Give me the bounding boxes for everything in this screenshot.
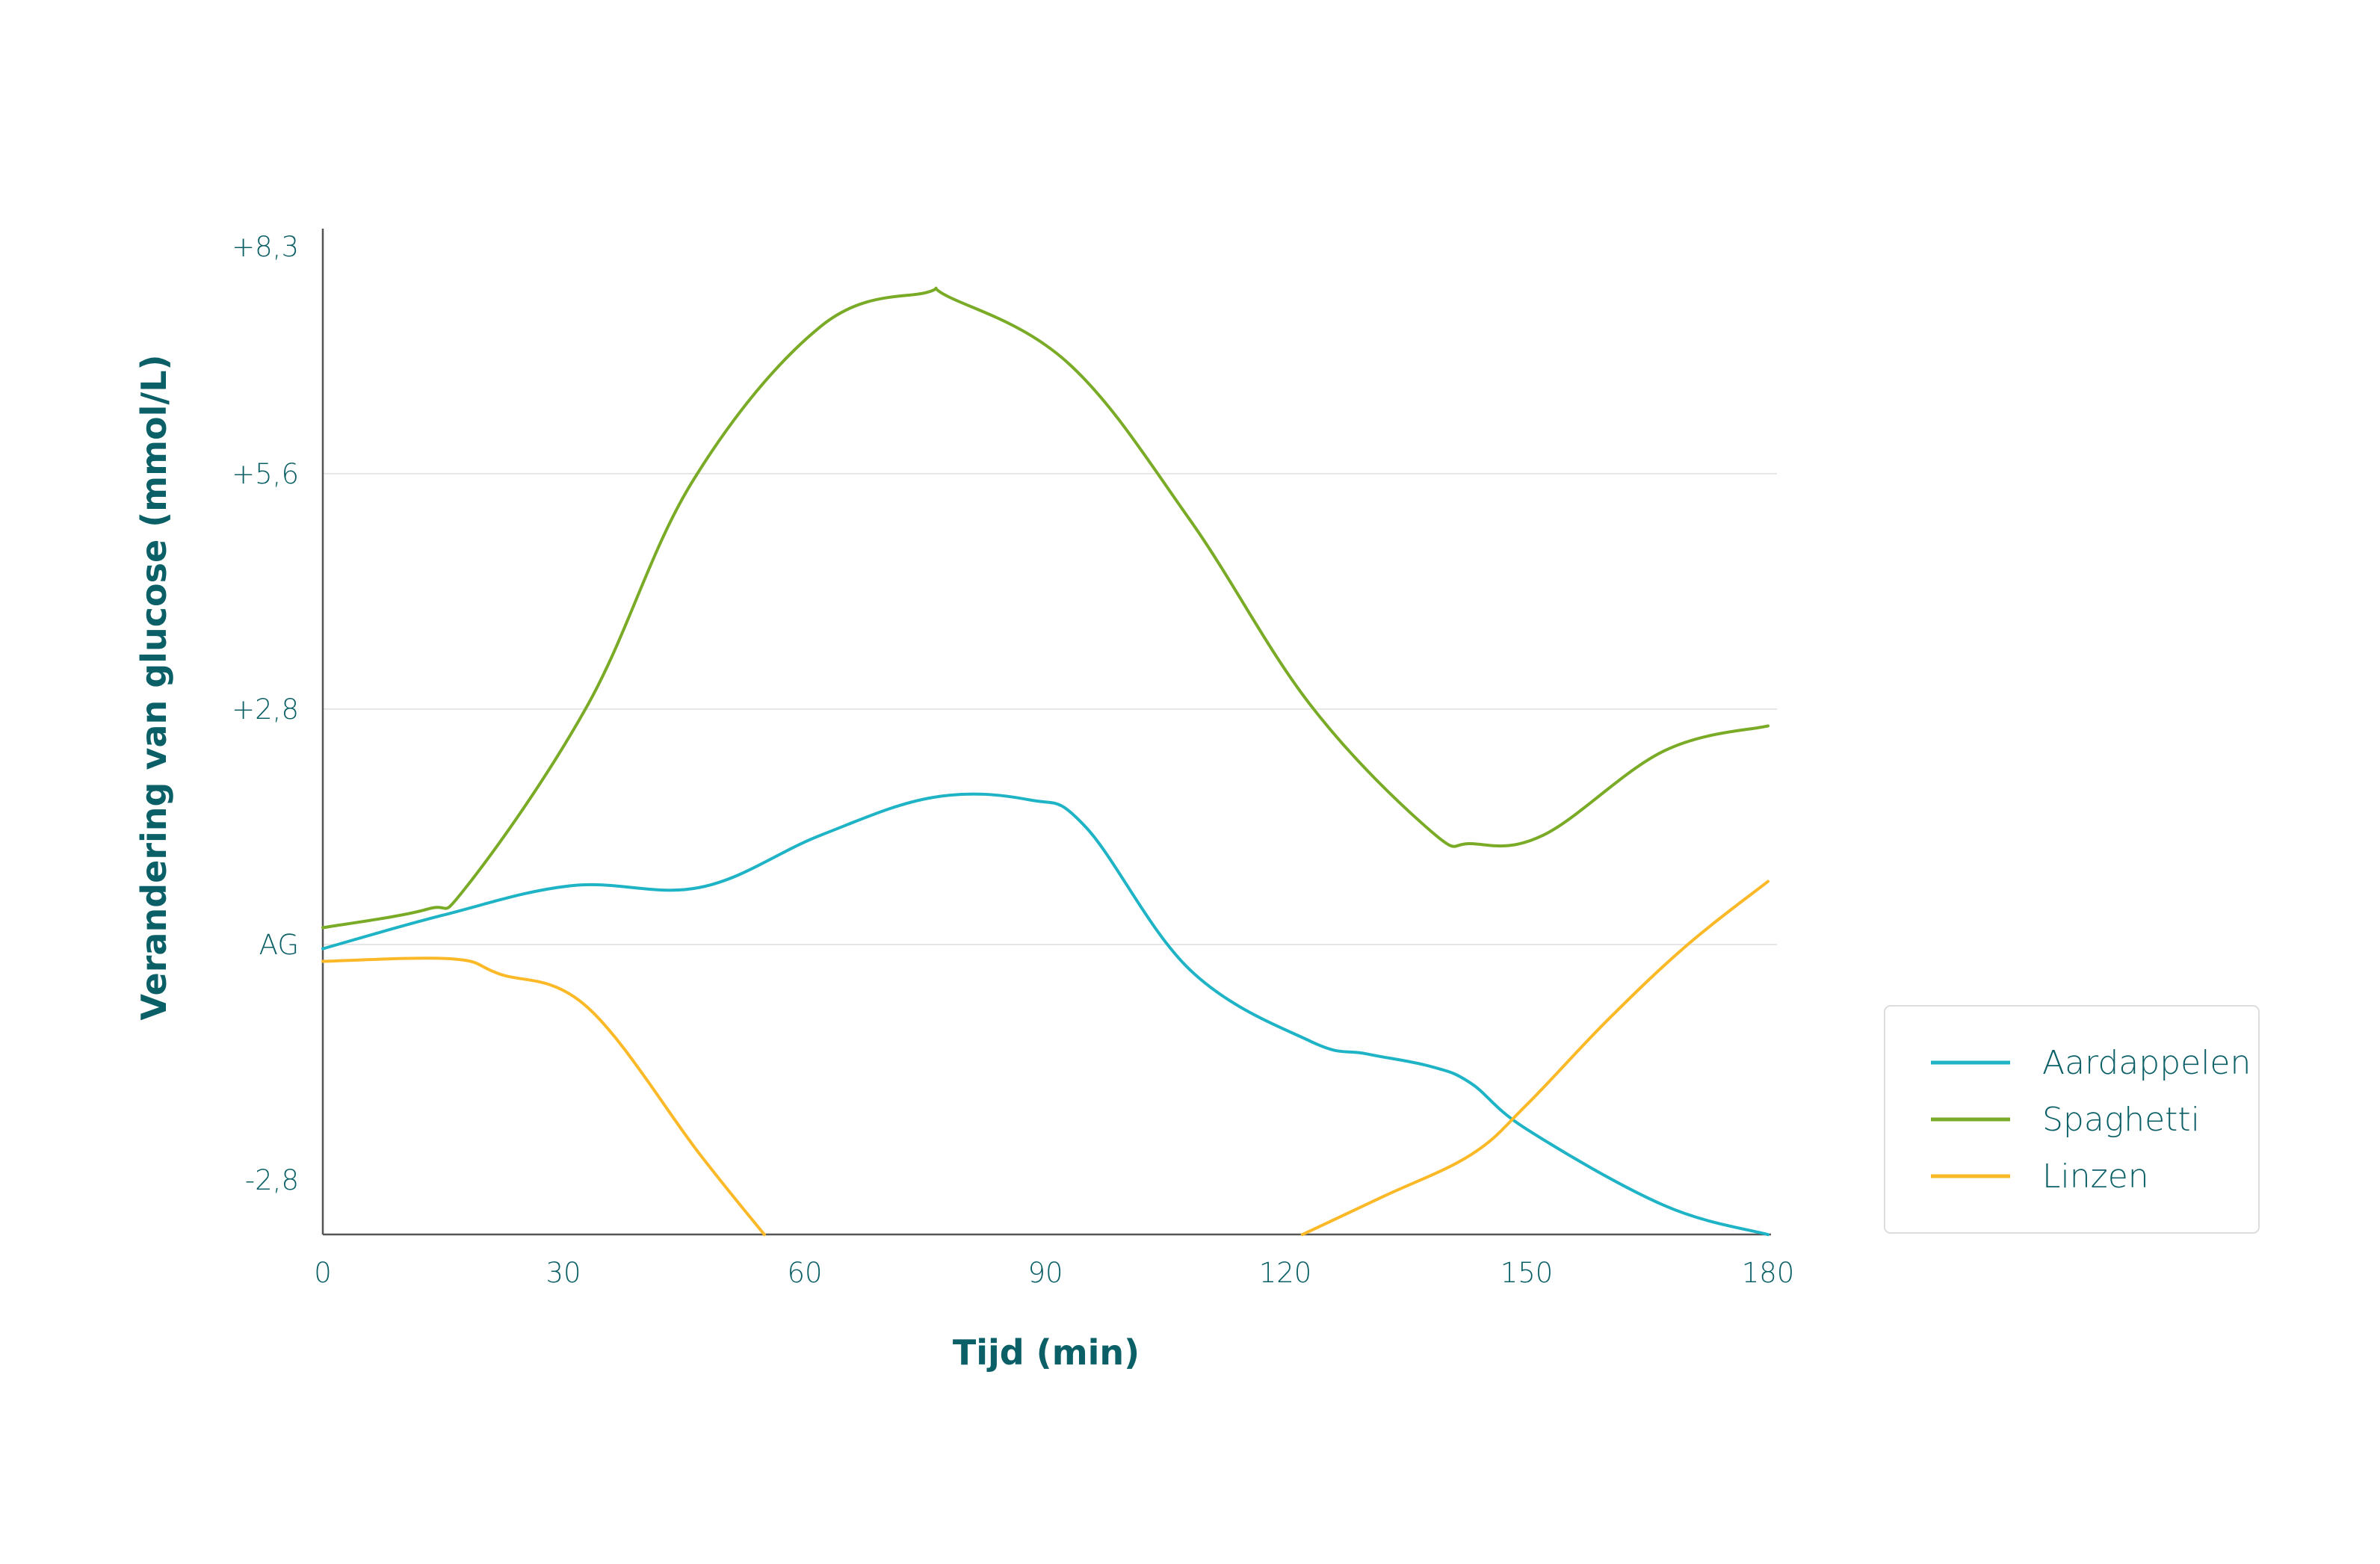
x-tick-label: 0 [314,1257,332,1289]
legend-label: Spaghetti [2042,1101,2200,1139]
legend-label: Linzen [2042,1157,2149,1196]
x-axis-title: Tijd (min) [953,1332,1140,1373]
x-tick-label: 90 [1027,1257,1063,1289]
series-line-linzen [1300,880,1769,1237]
x-tick-label: 60 [787,1257,822,1289]
series-line-aardappelen [321,792,1769,1237]
grid-lines [323,472,1777,945]
y-tick-label: +8,3 [232,231,299,263]
y-axis-title: Verandering van glucose (mmol/L) [134,354,174,1020]
legend: Aardappelen Spaghetti Linzen [1884,1005,2260,1234]
series-line-spaghetti [321,286,1769,930]
y-tick-label: +2,8 [232,693,299,726]
y-tick-label: -2,8 [245,1164,299,1196]
y-tick-label: +5,6 [232,458,299,490]
x-tick-label: 120 [1259,1257,1312,1289]
legend-label: Aardappelen [2042,1044,2251,1082]
series-lines [321,286,1769,1237]
x-tick-label: 150 [1500,1257,1554,1289]
x-tick-label: 180 [1742,1257,1795,1289]
y-tick-label: AG [259,929,299,961]
x-tick-label: 30 [545,1257,581,1289]
axes [321,229,1771,1236]
series-line-linzen [321,956,766,1237]
tick-labels: +8,3 +5,6 +2,8 AG -2,8 0 30 60 90 120 150 180 [232,231,1794,1289]
